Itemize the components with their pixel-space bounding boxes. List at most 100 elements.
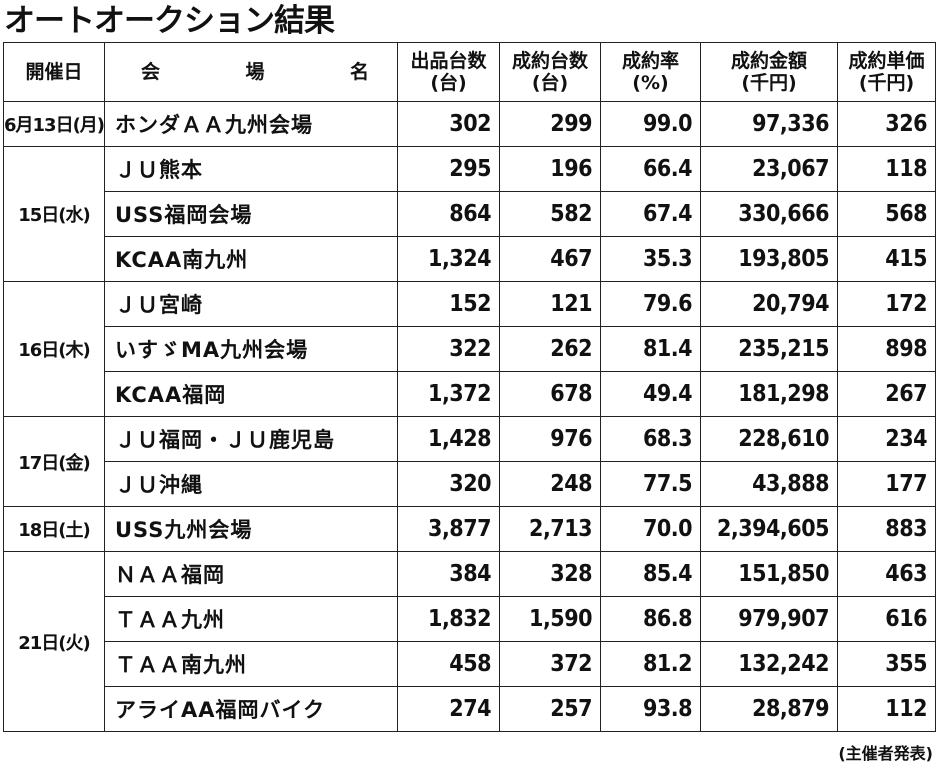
header-venue-char: 場 (245, 61, 265, 83)
table-row: 15日(水) ＪＵ熊本 295 196 66.4 23,067 118 (3, 146, 936, 282)
listed-cell: 322 (397, 326, 500, 372)
listed-cell: 1,324 (397, 236, 500, 282)
listed-cell: 1,832 (397, 596, 500, 642)
sold-cell: 1,590 (499, 596, 601, 642)
listed-cell: 295 (397, 146, 500, 192)
table-row: いすゞMA九州会場 322 262 81.4 235,215 898 (4, 326, 936, 372)
source-footnote: (主催者発表) (838, 744, 933, 763)
rate-cell: 70.0 (600, 506, 701, 552)
venue-cell: ＮＡＡ福岡 (104, 551, 398, 597)
listed-cell: 152 (397, 281, 500, 327)
unit-price-cell: 112 (837, 686, 936, 732)
unit-price-cell: 172 (837, 281, 936, 327)
amount-cell: 20,794 (700, 281, 838, 327)
unit-price-cell: 326 (837, 101, 936, 147)
amount-cell: 132,242 (700, 641, 838, 687)
rate-cell: 86.8 (600, 596, 701, 642)
table-row: ＴＡＡ南九州 458 372 81.2 132,242 355 (4, 641, 936, 687)
sold-cell: 582 (499, 191, 601, 237)
header-rate-label: 成約率 (621, 50, 679, 72)
sold-cell: 678 (499, 371, 601, 417)
unit-price-cell: 355 (837, 641, 936, 687)
venue-cell: いすゞMA九州会場 (104, 326, 398, 372)
venue-cell: ＴＡＡ九州 (104, 596, 398, 642)
venue-cell: ＪＵ福岡・ＪＵ鹿児島 (104, 416, 398, 462)
header-unit-price-unit: (千円) (858, 72, 915, 94)
sold-cell: 976 (499, 416, 601, 462)
unit-price-cell: 616 (837, 596, 936, 642)
unit-price-cell: 568 (837, 191, 936, 237)
table-row: 17日(金) ＪＵ福岡・ＪＵ鹿児島 1,428 976 68.3 228,610 234 (3, 416, 936, 507)
sold-cell: 328 (499, 551, 601, 597)
venue-cell: USS九州会場 (104, 506, 398, 552)
listed-cell: 864 (397, 191, 500, 237)
venue-cell: KCAA南九州 (104, 236, 398, 282)
header-sold-unit: (台) (531, 72, 569, 94)
listed-cell: 3,877 (397, 506, 500, 552)
date-cell: 18日(土) (3, 506, 105, 552)
table-row: 21日(火) ＮＡＡ福岡 384 328 85.4 151,850 463 (3, 551, 936, 732)
sold-cell: 196 (499, 146, 601, 192)
rate-cell: 79.6 (600, 281, 701, 327)
unit-price-cell: 415 (837, 236, 936, 282)
listed-cell: 274 (397, 686, 500, 732)
header-venue-char: 会 (141, 61, 161, 83)
venue-cell: KCAA福岡 (104, 371, 398, 417)
listed-cell: 458 (397, 641, 500, 687)
rate-cell: 68.3 (600, 416, 701, 462)
rate-cell: 99.0 (600, 101, 701, 147)
header-listed-unit: (台) (430, 72, 467, 94)
venue-cell: USS福岡会場 (104, 191, 398, 237)
header-unit-price-label: 成約単価 (848, 50, 925, 72)
date-cell: 17日(金) (3, 416, 105, 507)
rate-cell: 85.4 (600, 551, 701, 597)
rate-cell: 66.4 (600, 146, 701, 192)
venue-cell: ＪＵ沖縄 (104, 461, 398, 507)
date-cell: 6月13日(月) (3, 101, 105, 147)
rate-cell: 81.2 (600, 641, 701, 687)
header-amount-unit: (千円) (741, 72, 797, 94)
amount-cell: 235,215 (700, 326, 838, 372)
amount-cell: 151,850 (700, 551, 838, 597)
header-listed: 出品台数 (台) (397, 42, 500, 102)
amount-cell: 181,298 (700, 371, 838, 417)
amount-cell: 28,879 (700, 686, 838, 732)
unit-price-cell: 267 (837, 371, 936, 417)
amount-cell: 23,067 (700, 146, 838, 192)
header-sold-label: 成約台数 (511, 50, 588, 72)
rate-cell: 67.4 (600, 191, 701, 237)
sold-cell: 248 (499, 461, 601, 507)
rate-cell: 81.4 (600, 326, 701, 372)
venue-cell: ホンダＡＡ九州会場 (104, 101, 398, 147)
venue-cell: ＪＵ熊本 (104, 146, 398, 192)
listed-cell: 1,428 (397, 416, 500, 462)
sold-cell: 121 (499, 281, 601, 327)
table-row: KCAA南九州 1,324 467 35.3 193,805 415 (4, 236, 936, 282)
table-row: ＴＡＡ九州 1,832 1,590 86.8 979,907 616 (4, 596, 936, 642)
table-row: KCAA福岡 1,372 678 49.4 181,298 267 (4, 371, 936, 417)
venue-cell: ＪＵ宮崎 (104, 281, 398, 327)
table-row: 6月13日(月) ホンダＡＡ九州会場 302 299 99.0 97,336 326 (3, 101, 936, 147)
venue-cell: アライAA福岡バイク (104, 686, 398, 732)
sold-cell: 372 (499, 641, 601, 687)
unit-price-cell: 118 (837, 146, 936, 192)
table-row: USS福岡会場 864 582 67.4 330,666 568 (4, 191, 936, 237)
amount-cell: 193,805 (700, 236, 838, 282)
sold-cell: 262 (499, 326, 601, 372)
header-amount: 成約金額 (千円) (700, 42, 838, 102)
rate-cell: 77.5 (600, 461, 701, 507)
header-rate-unit: (%) (632, 72, 669, 94)
table-row: アライAA福岡バイク 274 257 93.8 28,879 112 (4, 686, 936, 732)
header-sold: 成約台数 (台) (499, 42, 601, 102)
sold-cell: 257 (499, 686, 601, 732)
amount-cell: 97,336 (700, 101, 838, 147)
unit-price-cell: 898 (837, 326, 936, 372)
table-row: 16日(木) ＪＵ宮崎 152 121 79.6 20,794 172 (3, 281, 936, 417)
unit-price-cell: 234 (837, 416, 936, 462)
listed-cell: 1,372 (397, 371, 500, 417)
sold-cell: 467 (499, 236, 601, 282)
unit-price-cell: 883 (837, 506, 936, 552)
listed-cell: 384 (397, 551, 500, 597)
date-cell: 21日(火) (3, 551, 105, 732)
date-cell: 16日(木) (3, 281, 105, 417)
